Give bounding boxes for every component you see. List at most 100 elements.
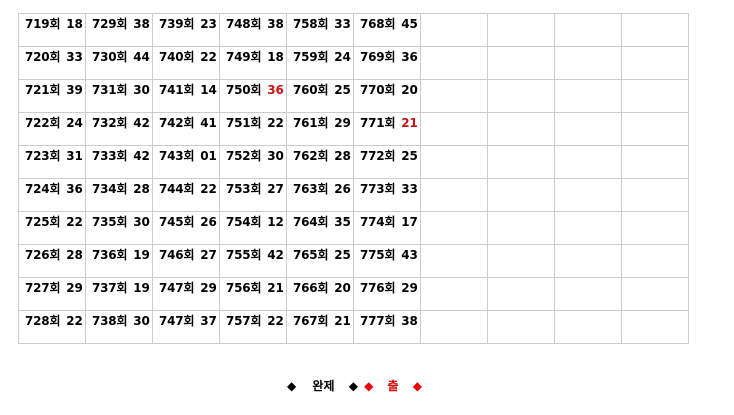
draw-entry: 762회 28: [287, 146, 353, 164]
table-cell: [487, 211, 555, 245]
draw-entry: 748회 38: [220, 14, 286, 32]
table-cell: [554, 277, 622, 311]
table-cell: 723회 31: [18, 145, 86, 179]
draw-entry: 757회 22: [220, 311, 286, 329]
draw-entry: 723회 31: [19, 146, 85, 164]
draw-round: 748회: [226, 17, 262, 31]
black-diamond-icon: ◆: [348, 379, 358, 393]
draw-round: 758회: [293, 17, 329, 31]
table-row: 721회 39 731회 30 741회 14 750회 36 760회 25 770회 20: [18, 79, 689, 113]
table-cell: [621, 46, 689, 80]
draw-entry: 719회 18: [19, 14, 85, 32]
table-cell: 736회 19: [85, 244, 153, 278]
draw-round: 723회: [25, 149, 61, 163]
draw-entry: 775회 43: [354, 245, 420, 263]
draw-number: 25: [401, 149, 418, 163]
draw-entry: 731회 30: [86, 80, 152, 98]
draw-number: 44: [133, 50, 150, 64]
draw-entry: 773회 33: [354, 179, 420, 197]
table-row: 722회 24 732회 42 742회 41 751회 22 761회 29 771회 21: [18, 112, 689, 146]
draw-round: 759회: [293, 50, 329, 64]
draw-number: 27: [200, 248, 217, 262]
draw-round: 719회: [25, 17, 61, 31]
draw-round: 762회: [293, 149, 329, 163]
table-cell: 747회 29: [152, 277, 220, 311]
table-cell: 766회 20: [286, 277, 354, 311]
draw-round: 765회: [293, 248, 329, 262]
draw-round: 769회: [360, 50, 396, 64]
draw-entry: 759회 24: [287, 47, 353, 65]
draw-entry: 761회 29: [287, 113, 353, 131]
table-cell: 729회 38: [85, 13, 153, 47]
table-cell: 724회 36: [18, 178, 86, 212]
draw-entry: 749회 18: [220, 47, 286, 65]
table-cell: [420, 112, 488, 146]
draw-entry: 751회 22: [220, 113, 286, 131]
draw-number: 23: [200, 17, 217, 31]
draw-number: 24: [334, 50, 351, 64]
table-cell: [554, 244, 622, 278]
draw-round: 721회: [25, 83, 61, 97]
draw-number: 39: [66, 83, 83, 97]
draw-round: 737회: [92, 281, 128, 295]
draw-round: 757회: [226, 314, 262, 328]
draw-round: 744회: [159, 182, 195, 196]
draw-entry: 745회 26: [153, 212, 219, 230]
draw-number: 35: [334, 215, 351, 229]
draw-round: 771회: [360, 116, 396, 130]
table-cell: [487, 46, 555, 80]
table-cell: [554, 178, 622, 212]
table-row: 719회 18 729회 38 739회 23 748회 38 758회 33 768회 45: [18, 13, 689, 47]
draw-round: 724회: [25, 182, 61, 196]
table-cell: 754회 12: [219, 211, 287, 245]
draw-entry: 746회 27: [153, 245, 219, 263]
draw-round: 772회: [360, 149, 396, 163]
table-cell: 770회 20: [353, 79, 421, 113]
table-cell: 738회 30: [85, 310, 153, 344]
table-cell: 772회 25: [353, 145, 421, 179]
draw-entry: 766회 20: [287, 278, 353, 296]
table-cell: 773회 33: [353, 178, 421, 212]
draw-entry: 776회 29: [354, 278, 420, 296]
draw-entry: 737회 19: [86, 278, 152, 296]
draw-round: 728회: [25, 314, 61, 328]
legend: ◆ 완제 ◆ ◆ 출 ◆: [287, 377, 428, 394]
draw-round: 750회: [226, 83, 262, 97]
draw-entry: 721회 39: [19, 80, 85, 98]
draw-round: 774회: [360, 215, 396, 229]
table-cell: [420, 244, 488, 278]
table-cell: 751회 22: [219, 112, 287, 146]
draw-entry: 729회 38: [86, 14, 152, 32]
draw-number-highlighted: 36: [267, 83, 284, 97]
table-cell: [621, 244, 689, 278]
draw-round: 734회: [92, 182, 128, 196]
table-cell: 752회 30: [219, 145, 287, 179]
draw-round: 726회: [25, 248, 61, 262]
table-cell: 774회 17: [353, 211, 421, 245]
table-cell: 719회 18: [18, 13, 86, 47]
draw-number: 31: [66, 149, 83, 163]
draw-number: 33: [334, 17, 351, 31]
draw-number: 18: [66, 17, 83, 31]
draw-entry: 734회 28: [86, 179, 152, 197]
draw-round: 747회: [159, 281, 195, 295]
legend-out-label: 출: [387, 379, 399, 393]
draw-entry: 722회 24: [19, 113, 85, 131]
table-cell: 728회 22: [18, 310, 86, 344]
draw-number: 01: [200, 149, 217, 163]
table-cell: [420, 211, 488, 245]
table-cell: 739회 23: [152, 13, 220, 47]
draw-entry: 725회 22: [19, 212, 85, 230]
draw-number: 26: [200, 215, 217, 229]
draw-round: 749회: [226, 50, 262, 64]
draw-number: 45: [401, 17, 418, 31]
draw-number: 26: [334, 182, 351, 196]
draw-round: 722회: [25, 116, 61, 130]
draw-number: 42: [133, 116, 150, 130]
draw-entry: 755회 42: [220, 245, 286, 263]
draw-number: 19: [133, 248, 150, 262]
draw-entry: 774회 17: [354, 212, 420, 230]
draw-number: 42: [267, 248, 284, 262]
table-cell: [420, 145, 488, 179]
table-row: 726회 28 736회 19 746회 27 755회 42 765회 25 775회 43: [18, 244, 689, 278]
